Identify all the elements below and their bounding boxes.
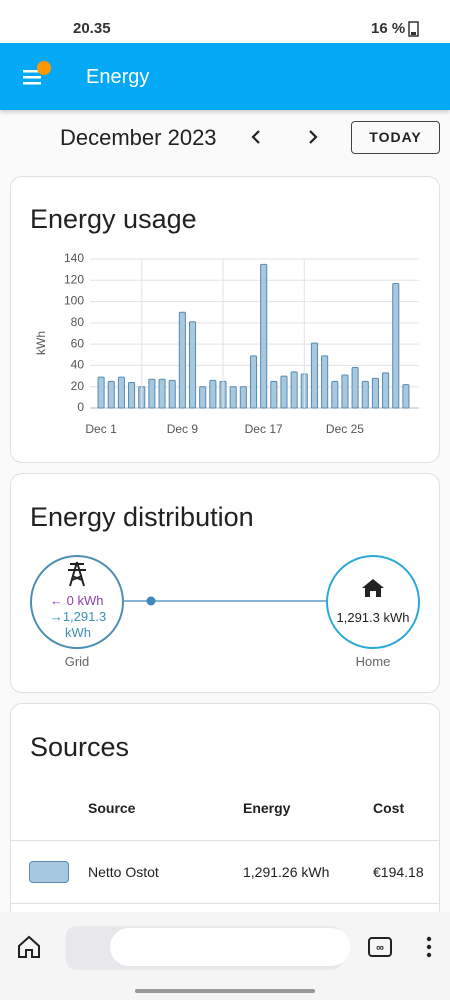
app-title: Energy	[86, 66, 150, 88]
grid-label: Grid	[64, 654, 90, 669]
address-redaction	[110, 928, 350, 966]
x-tick-label: Dec 1	[85, 422, 117, 436]
y-tick-label: 120	[64, 272, 84, 286]
cell: 1,291.26 kWh	[243, 864, 330, 880]
battery-text: 16 %	[371, 20, 406, 37]
grid-consumed-value: 1,291.3 kWh	[62, 609, 107, 640]
y-axis-label: kWh	[34, 331, 48, 355]
bar	[371, 377, 379, 409]
bar	[229, 386, 237, 409]
bar	[280, 375, 288, 409]
gesture-bar	[135, 989, 315, 993]
bar	[249, 355, 258, 409]
divider	[11, 903, 439, 904]
next-button[interactable]	[303, 127, 323, 147]
bar	[188, 321, 197, 409]
x-tick-label: Dec 25	[326, 422, 364, 436]
bar	[361, 380, 369, 409]
bar	[290, 371, 298, 409]
bar	[148, 378, 156, 409]
card-title: Energy usage	[30, 204, 197, 234]
bar	[331, 380, 339, 409]
grid-returned-value: 0 kWh	[66, 593, 104, 608]
chart: kWh 0 20 40 60 80 100 120 140 Dec 1 Dec 9 Dec 17 De…	[34, 251, 419, 436]
bar	[168, 379, 176, 409]
bar	[199, 386, 207, 409]
x-tick-label: Dec 9	[167, 422, 199, 436]
column-header: Energy	[243, 800, 291, 816]
column-header: Source	[88, 800, 136, 816]
cell: Netto Ostot	[88, 864, 159, 880]
bar	[260, 263, 268, 409]
card-title: Sources	[30, 732, 130, 762]
svg-text:∞: ∞	[376, 942, 384, 954]
bar	[117, 376, 125, 409]
y-tick-label: 80	[71, 315, 85, 329]
bar	[321, 355, 329, 409]
bar	[239, 386, 247, 409]
bar	[107, 380, 115, 409]
today-button[interactable]: TODAY	[351, 121, 440, 154]
bar	[97, 376, 105, 409]
column-header: Cost	[373, 800, 405, 816]
bar	[178, 311, 186, 409]
grid-consumed: →1,291.3 kWh	[49, 609, 107, 640]
home-consumed: 1,291.3 kWh	[336, 610, 410, 625]
clock: 20.35	[73, 20, 111, 37]
y-tick-label: 60	[71, 336, 85, 350]
bar	[402, 384, 410, 409]
bar	[128, 381, 136, 409]
x-tick-label: Dec 17	[245, 422, 283, 436]
source-swatch	[29, 861, 69, 883]
flow-diagram	[30, 555, 420, 649]
card-title: Energy distribution	[30, 502, 254, 532]
app-bar	[0, 43, 450, 110]
bar	[310, 342, 319, 409]
grid-returned: ← 0 kWh	[50, 593, 104, 608]
bar	[351, 367, 359, 409]
bar	[392, 282, 400, 409]
y-tick-label: 20	[71, 379, 85, 393]
status-bar	[0, 0, 450, 43]
bar	[382, 372, 390, 409]
battery-icon	[408, 21, 419, 37]
bar	[270, 380, 278, 409]
bar	[341, 374, 349, 409]
y-tick-label: 140	[64, 251, 84, 265]
home-label: Home	[355, 654, 391, 669]
home-button[interactable]	[16, 934, 42, 960]
y-tick-label: 0	[77, 400, 84, 414]
menu-button[interactable]	[20, 60, 56, 90]
bar	[158, 378, 166, 409]
cell: €194.18	[373, 864, 424, 880]
usage-card	[10, 176, 440, 463]
tabs-button[interactable]: ∞	[366, 934, 394, 960]
period: December 2023	[60, 125, 217, 150]
more-button[interactable]	[422, 934, 436, 960]
divider	[11, 840, 439, 841]
bar	[209, 379, 217, 409]
y-tick-label: 100	[64, 294, 84, 308]
previous-button[interactable]	[246, 127, 266, 147]
y-tick-label: 40	[71, 358, 85, 372]
